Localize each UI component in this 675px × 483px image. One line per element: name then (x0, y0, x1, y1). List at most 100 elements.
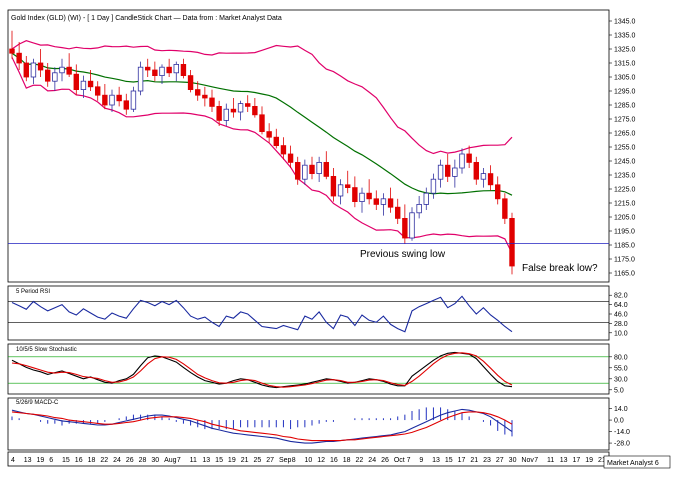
candle (395, 198, 401, 224)
candle-body (9, 48, 15, 54)
candle-body (445, 164, 451, 177)
candle (30, 58, 37, 84)
candle (123, 93, 129, 115)
candle (316, 156, 322, 182)
candle (345, 170, 351, 194)
candle (87, 70, 94, 91)
candle-body (145, 66, 151, 71)
candle (116, 86, 122, 107)
macd-tick-label: 14.0 (614, 406, 628, 413)
macd-tick-label: 0.0 (614, 418, 624, 425)
candle (430, 173, 437, 199)
candle-body (73, 73, 79, 90)
candle (302, 159, 308, 185)
price-tick-label: 1275.0 (614, 117, 636, 124)
candle (102, 84, 108, 110)
candle-body (123, 100, 129, 110)
candle-body (373, 198, 379, 205)
candle-body (66, 66, 72, 75)
macd-tick-label: -28.0 (614, 441, 630, 448)
date-label: 27 (266, 457, 274, 464)
date-label: 11 (190, 457, 197, 464)
footer-badge-text: Market Analyst 6 (607, 460, 659, 467)
price-tick-label: 1315.0 (614, 61, 636, 68)
candle-body (359, 192, 365, 202)
candle (487, 165, 494, 191)
candle (295, 156, 301, 185)
candle (109, 89, 115, 112)
candle (459, 148, 465, 174)
candle-body (366, 192, 372, 200)
candle (145, 58, 151, 77)
candle (95, 81, 101, 101)
candle-body (37, 62, 44, 71)
candle-body (23, 62, 29, 78)
candle-body (252, 106, 258, 116)
rsi-lines (8, 295, 609, 333)
candle (437, 159, 444, 188)
date-label: 16 (330, 457, 338, 464)
candle-body (502, 198, 508, 219)
candle-body (87, 80, 94, 88)
candle-body (302, 164, 308, 180)
date-label: 26 (126, 457, 134, 464)
candle (80, 75, 87, 98)
candle (423, 187, 429, 210)
candle (23, 56, 29, 82)
candle-body (166, 66, 172, 74)
macd-tick-label: -14.0 (614, 429, 630, 436)
stochastic-lines (8, 351, 609, 389)
candle-body (80, 80, 87, 90)
date-label: 15 (62, 457, 70, 464)
candle-body (402, 217, 408, 239)
candle-body (352, 187, 358, 203)
date-label: 19 (228, 457, 236, 464)
candle-body (216, 106, 222, 121)
candle (66, 53, 72, 77)
candle-body (509, 217, 515, 267)
candle-body (430, 178, 437, 194)
date-label: 30 (509, 457, 517, 464)
candle-body (452, 167, 458, 177)
price-tick-label: 1265.0 (614, 131, 636, 138)
candle (59, 58, 65, 82)
candle-body (95, 86, 101, 96)
candle (352, 176, 358, 208)
candle (237, 100, 244, 121)
date-label: 28 (139, 457, 147, 464)
candle (337, 179, 344, 205)
stochastic-tick-label: 55.0 (614, 365, 628, 372)
candle-body (16, 52, 22, 64)
macd-axis: 14.0 0.0 -14.0 -28.0 (609, 406, 630, 448)
annotation-previous-swing-low: Previous swing low (360, 249, 446, 260)
candle-body (487, 173, 494, 186)
stochastic-tick-label: 80.0 (614, 354, 628, 361)
date-label: 21 (241, 457, 249, 464)
date-label: 24 (368, 457, 376, 464)
date-label: 19 (585, 457, 593, 464)
date-label: 11 (547, 457, 554, 464)
candle-body (323, 161, 329, 177)
candle-body (380, 198, 387, 205)
candle-body (273, 136, 279, 146)
candle-body (209, 97, 215, 107)
date-label: 17 (458, 457, 466, 464)
candle (52, 67, 58, 91)
date-label: 10 (305, 457, 313, 464)
date-label: Sep (279, 457, 292, 464)
rsi-title: 5 Period RSI (16, 289, 50, 295)
candle-body (395, 206, 401, 219)
price-tick-label: 1175.0 (614, 257, 635, 264)
rsi-tick-label: 10.0 (614, 330, 628, 337)
date-label: 17 (572, 457, 580, 464)
candle-body (109, 94, 115, 106)
date-label: 24 (113, 457, 121, 464)
candle-body (116, 94, 122, 102)
stochastic-panel: 10/5/5 Slow Stochastic 80.0 55.0 30.0 5.0 (7, 343, 628, 395)
candle (137, 61, 144, 96)
price-tick-label: 1245.0 (614, 159, 636, 166)
candles (9, 30, 515, 275)
candle (209, 89, 215, 112)
price-tick-label: 1335.0 (614, 33, 636, 40)
